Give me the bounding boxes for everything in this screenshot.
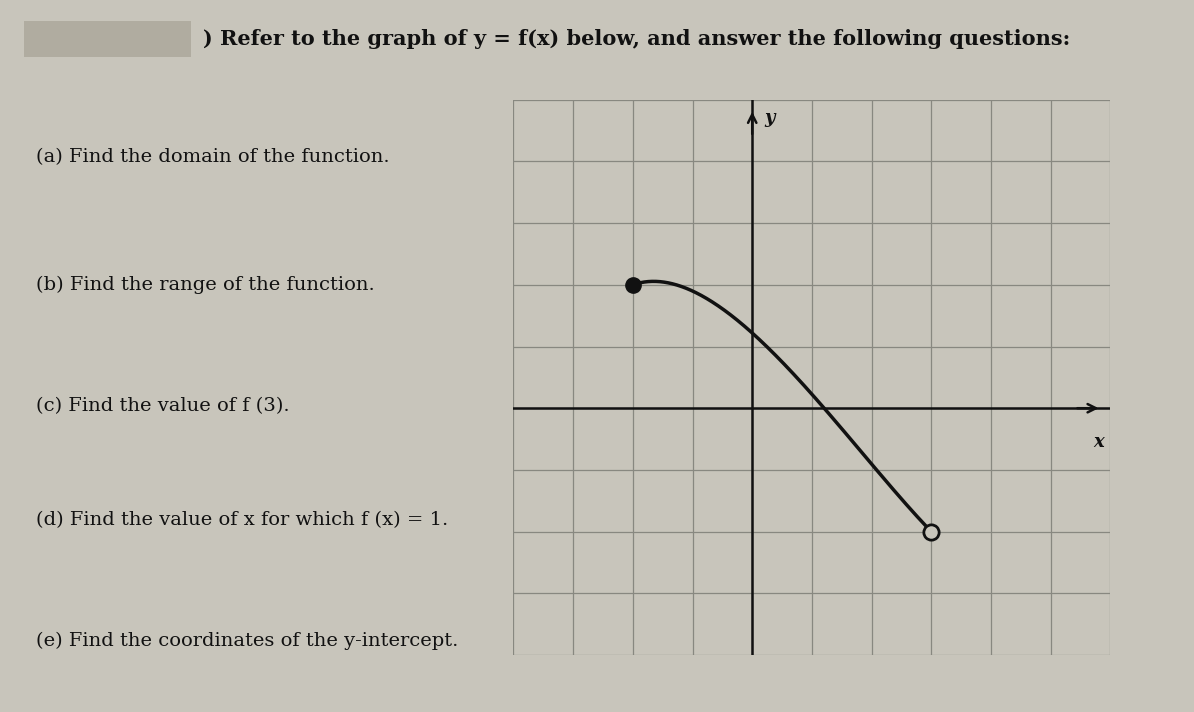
- Text: (e) Find the coordinates of the y-intercept.: (e) Find the coordinates of the y-interc…: [36, 632, 458, 650]
- Text: ) Refer to the graph of y = f(x) below, and answer the following questions:: ) Refer to the graph of y = f(x) below, …: [203, 29, 1070, 49]
- Text: y: y: [764, 109, 775, 127]
- Text: (a) Find the domain of the function.: (a) Find the domain of the function.: [36, 147, 389, 166]
- Text: (d) Find the value of x for which f (x) = 1.: (d) Find the value of x for which f (x) …: [36, 511, 448, 529]
- Text: (c) Find the value of f (3).: (c) Find the value of f (3).: [36, 397, 289, 415]
- Text: x: x: [1093, 433, 1104, 451]
- Text: (b) Find the range of the function.: (b) Find the range of the function.: [36, 276, 375, 294]
